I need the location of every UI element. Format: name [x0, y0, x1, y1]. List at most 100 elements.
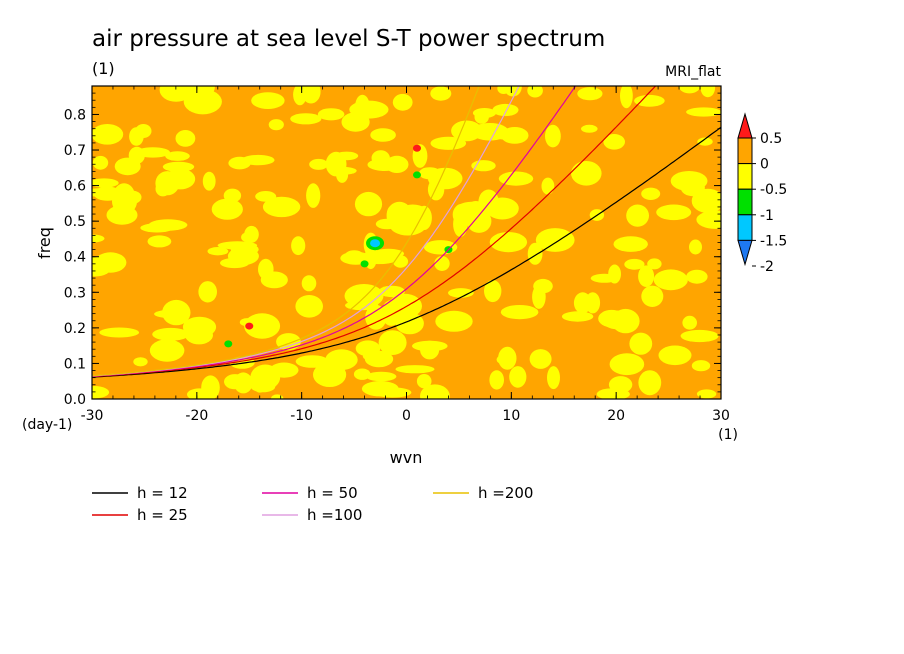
field-blob — [679, 86, 700, 94]
field-blob — [371, 150, 390, 166]
curve-h-200 — [92, 86, 480, 377]
field-blob — [638, 370, 662, 396]
field-blob — [656, 204, 692, 221]
field-blob — [306, 183, 321, 208]
colorbar-label: -1.5 — [760, 233, 787, 249]
field-blob — [448, 288, 474, 298]
x-tick-label: 30 — [712, 408, 730, 424]
colorbar-label: -1 — [760, 208, 774, 224]
y-tick-label: 0.8 — [64, 107, 86, 123]
feature — [245, 322, 254, 330]
field-blob — [92, 188, 115, 197]
field-blob — [92, 155, 109, 170]
field-blob — [211, 198, 243, 220]
field-blob — [354, 191, 383, 217]
legend-label: h = 50 — [307, 484, 358, 502]
field-blob — [260, 271, 288, 289]
field-blob — [696, 210, 721, 229]
field-blob — [472, 205, 509, 215]
field-blob — [691, 360, 711, 372]
field-blob — [309, 158, 328, 170]
field-blob — [140, 223, 174, 233]
y-tick-label: 0.2 — [64, 321, 86, 337]
field-blob — [392, 93, 413, 111]
field-blob — [366, 371, 397, 382]
field-blob — [647, 258, 662, 270]
field-blob — [290, 113, 322, 125]
field-blob — [697, 137, 713, 146]
field-blob — [500, 305, 539, 320]
model-label: MRI_flat — [665, 64, 721, 80]
field-blob — [386, 201, 412, 227]
field-blob — [128, 146, 145, 164]
field-blob — [217, 241, 258, 250]
field-blob — [626, 204, 649, 227]
y-axis-unit: (day-1) — [22, 417, 72, 433]
field-blob — [381, 300, 402, 326]
field-blob — [325, 349, 358, 371]
field-blob — [423, 240, 458, 255]
field-blob — [641, 285, 664, 307]
field-blob — [686, 269, 708, 284]
y-tick-label: 0.7 — [64, 143, 86, 159]
field-blob — [529, 349, 552, 369]
field-blob — [653, 269, 688, 291]
field-blob — [152, 327, 190, 341]
y-tick-label: 0.6 — [64, 179, 86, 195]
field-blob — [295, 295, 324, 318]
field-blob — [159, 86, 193, 102]
field-blob — [182, 316, 217, 338]
x-axis-label: wvn — [390, 448, 423, 467]
colorbar-bottom-triangle — [737, 239, 753, 267]
colorbar-label: 0.5 — [760, 131, 782, 147]
field-blob — [301, 275, 317, 292]
curve-h-50 — [92, 86, 577, 377]
feature — [370, 239, 381, 248]
legend: h = 12 h = 25 h = 50 h =100 h =200 — [92, 484, 533, 524]
field-blob — [373, 248, 404, 259]
legend-label: h =100 — [307, 506, 362, 524]
chart-subtitle: (1) — [92, 59, 115, 78]
field-blob — [262, 196, 301, 218]
colorbar-segment — [737, 214, 753, 241]
field-blob — [609, 353, 645, 376]
feature — [360, 260, 369, 268]
field-blob — [527, 242, 543, 265]
field-blob — [147, 235, 172, 248]
field-blob — [250, 381, 276, 393]
field-blob — [496, 354, 515, 365]
field-blob — [133, 357, 148, 367]
field-blob — [474, 110, 489, 124]
field-blob — [466, 209, 492, 233]
x-tick-label: 10 — [502, 408, 520, 424]
field-blob — [345, 300, 379, 311]
field-blob — [601, 310, 634, 330]
field-blob — [92, 257, 112, 277]
field-blob — [489, 232, 528, 253]
field-blob — [430, 86, 452, 101]
field-blob — [475, 124, 489, 137]
field-blob — [92, 124, 124, 145]
field-blob — [165, 168, 196, 190]
field-blob — [686, 107, 721, 117]
colorbar-top-triangle — [737, 112, 753, 139]
field-blob — [541, 177, 555, 195]
field-blob — [561, 311, 594, 322]
field-blob — [328, 166, 357, 175]
field-blob — [670, 171, 708, 191]
field-blob — [276, 333, 301, 351]
field-blob — [682, 315, 697, 330]
x-tick-label: 20 — [607, 408, 625, 424]
colorbar-label: -0.5 — [760, 182, 787, 198]
field-blob — [228, 156, 251, 170]
feature — [224, 340, 233, 348]
x-tick-label: -30 — [81, 408, 104, 424]
legend-label: h = 12 — [137, 484, 188, 502]
field-blob — [509, 366, 527, 388]
dispersion-curves — [92, 86, 721, 378]
field-blob — [291, 236, 306, 256]
field-blob — [700, 86, 716, 98]
colorbar-label: 0 — [760, 157, 769, 173]
field-blob — [355, 94, 370, 120]
